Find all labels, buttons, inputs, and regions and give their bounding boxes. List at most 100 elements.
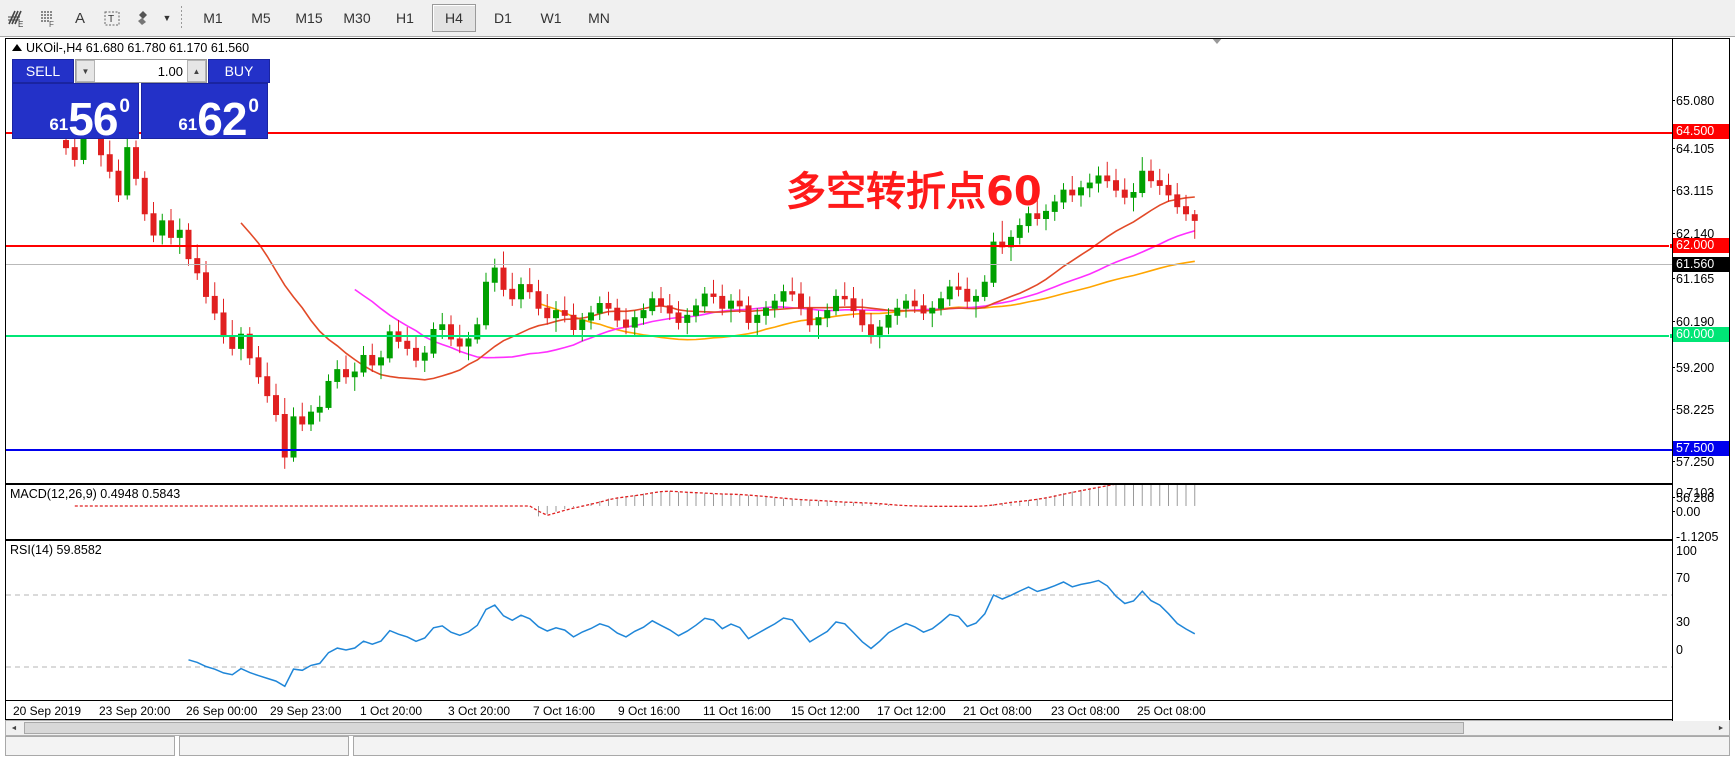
scale-level-64500[interactable]: 64.500 <box>1673 124 1729 139</box>
buy-button[interactable]: BUY <box>208 59 270 83</box>
macd-scale-tick: 0.7103 <box>1676 486 1714 500</box>
scale-level-60000[interactable]: 60.000 <box>1673 327 1729 342</box>
rsi-scale-label: 0 <box>1676 643 1683 657</box>
scale-tick-label: 65.080 <box>1676 94 1715 108</box>
chart-top-marker <box>1211 39 1223 44</box>
horizontal-scrollbar[interactable]: ◄ ► <box>5 720 1730 736</box>
date-axis: 20 Sep 2019 23 Sep 20:00 26 Sep 00:00 29 Se… <box>5 700 1673 720</box>
scale-tick: 61.165 <box>1672 272 1715 286</box>
scale-tick: 57.250 <box>1672 455 1715 469</box>
chart-annotation-text[interactable]: 多空转折点60 <box>786 169 1042 215</box>
scale-tick: 64.105 <box>1672 142 1714 156</box>
one-click-trading-panel[interactable]: SELL ▼ 1.00 ▲ BUY 61 56 0 <box>12 59 270 145</box>
buy-price-fraction: 0 <box>248 96 259 117</box>
text-label-icon[interactable]: A <box>74 9 85 27</box>
date-axis-label: 1 Oct 20:00 <box>360 704 423 718</box>
macd-scale-label: -1.1205 <box>1676 530 1719 544</box>
buy-price-cell[interactable]: 61 62 0 <box>141 83 268 145</box>
toolbar-separator <box>181 6 182 30</box>
main-toolbar: E F A T ▼ <box>0 0 1735 37</box>
chevron-down-icon[interactable]: ▼ <box>162 13 172 23</box>
symbol-quote-line: UKOil-,H4 61.680 61.780 61.170 61.560 <box>12 41 249 55</box>
scale-tick-label: 61.165 <box>1676 272 1715 286</box>
date-axis-label: 3 Oct 20:00 <box>448 704 511 718</box>
rsi-series <box>6 579 1672 688</box>
price-scale[interactable]: 65.080 64.500 64.105 63.115 62.140 62.00… <box>1672 39 1729 721</box>
timeframe-d1[interactable]: D1 <box>494 10 512 26</box>
bottom-tab-1[interactable] <box>5 736 175 756</box>
date-axis-label: 25 Oct 08:00 <box>1137 704 1206 718</box>
hline-support-57500[interactable] <box>6 449 1672 451</box>
scale-tick: 62.140 <box>1672 227 1715 241</box>
date-axis-label: 9 Oct 16:00 <box>618 704 681 718</box>
scale-tick-label: 59.200 <box>1676 361 1715 375</box>
date-axis-label: 26 Sep 00:00 <box>186 704 258 718</box>
hline-pivot-60000[interactable] <box>6 333 1672 339</box>
current-price-line <box>6 264 1672 265</box>
sell-price-main: 56 <box>68 92 118 145</box>
scale-tick: 65.080 <box>1672 94 1715 108</box>
macd-scale-label: 0.00 <box>1676 505 1701 519</box>
hline-resistance-64500[interactable] <box>6 132 1672 134</box>
buy-price-main: 62 <box>197 92 247 145</box>
expert-advisor-icon[interactable]: E <box>1 3 31 33</box>
macd-scale-label: 0.7103 <box>1676 486 1715 500</box>
data-window-icon[interactable]: F <box>33 3 63 33</box>
timeframe-m30[interactable]: M30 <box>343 10 371 26</box>
scale-tick-label: 58.225 <box>1676 403 1715 417</box>
timeframe-m1[interactable]: M1 <box>203 10 223 26</box>
collapse-triangle-icon[interactable] <box>12 44 22 51</box>
scroll-left-icon[interactable]: ◄ <box>6 721 22 735</box>
date-axis-label: 17 Oct 12:00 <box>877 704 946 718</box>
timeframe-m5[interactable]: M5 <box>251 10 271 26</box>
volume-down-icon[interactable]: ▼ <box>76 60 95 82</box>
octp-controls-row: SELL ▼ 1.00 ▲ BUY <box>12 59 270 83</box>
scroll-right-icon[interactable]: ► <box>1713 721 1729 735</box>
scale-level-57500[interactable]: 57.500 <box>1673 441 1729 456</box>
scale-tick: 56.260 <box>1672 491 1714 505</box>
rsi-pane[interactable]: RSI(14) 59.8582 <box>6 540 1672 721</box>
scale-tick-label: 57.250 <box>1676 455 1715 469</box>
hline-handle[interactable] <box>1669 333 1672 339</box>
timeframe-m15[interactable]: M15 <box>295 10 323 26</box>
rsi-scale-tick: 100 <box>1676 544 1697 558</box>
chart-plot-area[interactable]: UKOil-,H4 61.680 61.780 61.170 61.560 SE… <box>6 39 1672 721</box>
sell-button[interactable]: SELL <box>12 59 74 83</box>
volume-up-icon[interactable]: ▲ <box>187 60 206 82</box>
volume-value[interactable]: 1.00 <box>95 60 187 82</box>
rsi-scale-label: 70 <box>1676 571 1690 585</box>
bottom-tab-3[interactable] <box>353 736 1730 756</box>
volume-input-group[interactable]: ▼ 1.00 ▲ <box>75 59 207 83</box>
rsi-scale-tick: 0 <box>1676 643 1683 657</box>
text-object-icon[interactable]: T <box>97 3 127 33</box>
macd-pane[interactable]: MACD(12,26,9) 0.4948 0.5843 <box>6 484 1672 540</box>
shapes-icon[interactable] <box>129 3 159 33</box>
rsi-scale-tick: 30 <box>1676 615 1690 629</box>
scrollbar-thumb[interactable] <box>24 722 1464 734</box>
date-axis-label: 15 Oct 12:00 <box>791 704 860 718</box>
rsi-label: RSI(14) 59.8582 <box>10 543 102 557</box>
svg-text:T: T <box>108 14 114 25</box>
timeframe-mn[interactable]: MN <box>588 10 610 26</box>
date-axis-label: 20 Sep 2019 <box>13 704 82 718</box>
date-axis-label: 23 Oct 08:00 <box>1051 704 1120 718</box>
bottom-tab-2[interactable] <box>179 736 349 756</box>
chart-window[interactable]: UKOil-,H4 61.680 61.780 61.170 61.560 SE… <box>5 38 1730 721</box>
quote-text: UKOil-,H4 61.680 61.780 61.170 61.560 <box>26 41 250 55</box>
scale-tick-label: 60.190 <box>1676 315 1715 329</box>
scale-tick: 59.200 <box>1672 361 1715 375</box>
hline-resistance-62000[interactable] <box>6 243 1672 249</box>
hline-handle[interactable] <box>1669 243 1672 249</box>
bottom-tab-bar[interactable] <box>5 736 1730 756</box>
timeframe-h4[interactable]: H4 <box>432 4 476 32</box>
scale-level-62000[interactable]: 62.000 <box>1673 238 1729 253</box>
date-axis-label: 7 Oct 16:00 <box>533 704 596 718</box>
rsi-scale-label: 100 <box>1676 544 1697 558</box>
timeframe-w1[interactable]: W1 <box>540 10 562 26</box>
price-pane[interactable]: UKOil-,H4 61.680 61.780 61.170 61.560 SE… <box>6 39 1672 484</box>
timeframe-h1[interactable]: H1 <box>396 10 414 26</box>
sell-price-cell[interactable]: 61 56 0 <box>12 83 139 145</box>
scale-tick-label: 62.140 <box>1676 227 1715 241</box>
scale-tick: 60.190 <box>1672 315 1715 329</box>
svg-text:F: F <box>49 20 54 28</box>
